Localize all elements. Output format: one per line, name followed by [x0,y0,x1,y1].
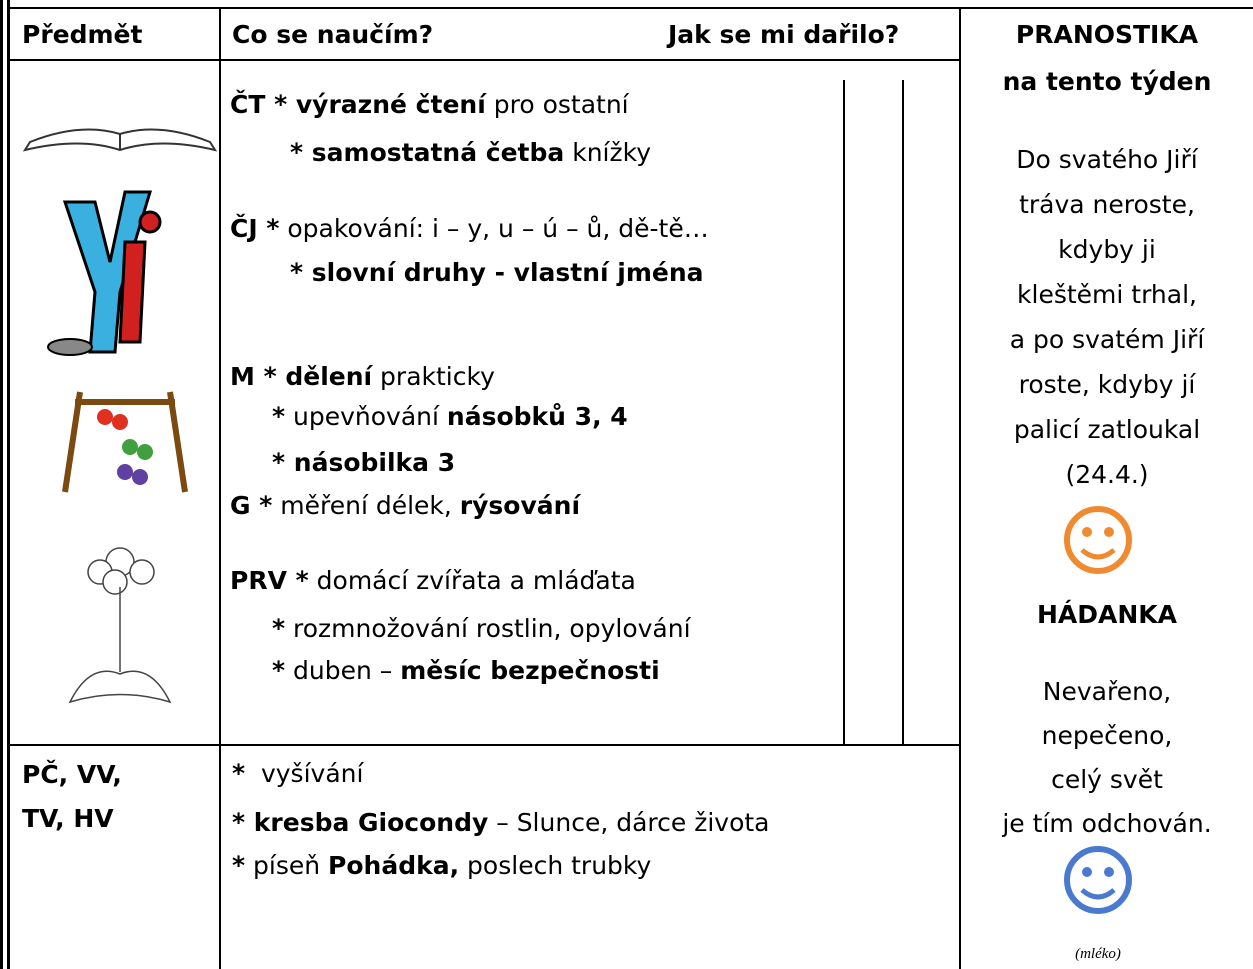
subject: PČ, VV, [22,760,122,789]
text-segment: měření délek, [272,491,460,520]
text-line: * násobilka 3 [272,450,455,475]
text-line: * kresba Giocondy – Slunce, dárce života [232,810,770,835]
text-segment: * [272,402,286,431]
forecast-line: (24.4.) [1065,460,1149,489]
text-line: M * dělení prakticky [230,364,495,389]
forecast-line: a po svatém Jiří [1009,325,1205,354]
smiley-blue [1064,846,1132,914]
text-segment: měsíc bezpečnosti [400,656,660,685]
border [959,9,961,969]
text-segment: duben – [285,656,401,685]
header: Co se naučím? [232,20,434,49]
border [7,0,10,969]
text-segment: rýsování [459,491,581,520]
text-line: PRV * domácí zvířata a mláďata [230,568,636,593]
text-segment: ČJ * [230,214,280,243]
text-segment: knížky [564,138,651,167]
text-segment: M * dělení [230,362,373,391]
text-segment: násobků 3, 4 [446,402,628,431]
text-segment: domácí zvířata a mláďata [308,566,636,595]
text-line: * samostatná četba knížky [290,140,651,165]
text-segment: Pohádka, [328,851,460,880]
forecast-subtitle: na tento týden [1002,67,1212,96]
text-segment: – Slunce, dárce života [488,808,770,837]
forecast-line: kdyby ji [1058,235,1156,264]
forecast-line: roste, kdyby jí [1018,370,1196,399]
flower-icon [68,547,172,704]
text-segment: PRV * [230,566,309,595]
text-segment: * samostatná četba [290,138,565,167]
text-segment: upevňování [285,402,447,431]
text-segment: * [232,851,246,880]
border [0,0,3,969]
text-segment: rozmnožování rostlin, opylování [285,614,691,643]
text-segment: * slovní druhy - vlastní jména [290,258,704,287]
text-segment: pro ostatní [485,90,629,119]
book-icon [22,128,218,152]
text-segment: * kresba Giocondy [232,808,489,837]
text-segment: ČT * výrazné čtení [230,90,486,119]
border [902,80,904,745]
text-segment: G * [230,491,273,520]
icons [22,128,218,704]
border [843,80,845,745]
text-line: ČT * výrazné čtení pro ostatní [230,92,629,117]
riddle-title: HÁDANKA [1036,600,1178,629]
riddle-line: nepečeno, [1041,721,1173,750]
forecast-line: Do svatého Jiří [1016,145,1198,174]
text-line: * vyšívání [232,761,363,786]
header: Předmět [22,20,143,49]
text-segment: opakování: i – y, u – ú – ů, dě-tě… [279,214,709,243]
forecast-title: PRANOSTIKA [1015,20,1199,49]
forecast-line: palicí zatloukal [1013,415,1201,444]
text-line: * upevňování násobků 3, 4 [272,404,628,429]
text-line: G * měření délek, rýsování [230,493,580,518]
text-line: * píseň Pohádka, poslech trubky [232,853,651,878]
text-segment: * násobilka 3 [272,448,456,477]
abacus-icon [62,391,188,493]
header: Jak se mi dařilo? [668,20,900,49]
text-line: ČJ * opakování: i – y, u – ú – ů, dě-tě… [230,216,709,241]
riddle-line: celý svět [1051,765,1163,794]
smiley-orange [1064,506,1132,574]
text-line: * duben – měsíc bezpečnosti [272,658,660,683]
text-line: * slovní druhy - vlastní jména [290,260,704,285]
yi-icon [47,190,162,356]
text-segment: * [232,759,246,788]
border [10,59,960,61]
text-segment: poslech trubky [459,851,652,880]
text-segment: * [272,614,286,643]
border [10,7,1253,9]
riddle-line: je tím odchován. [1002,809,1212,838]
text-segment: píseň [245,851,329,880]
text-segment: * [272,656,286,685]
text-segment: vyšívání [245,759,364,788]
border [10,744,960,746]
text-line: * rozmnožování rostlin, opylování [272,616,691,641]
riddle-line: Nevařeno, [1042,677,1172,706]
subject: TV, HV [22,804,114,833]
border [219,9,221,969]
text-segment: prakticky [372,362,495,391]
forecast-line: kleštěmi trhal, [1017,280,1197,309]
riddle-answer: (mléko) [1075,946,1121,962]
forecast-line: tráva neroste, [1019,190,1195,219]
